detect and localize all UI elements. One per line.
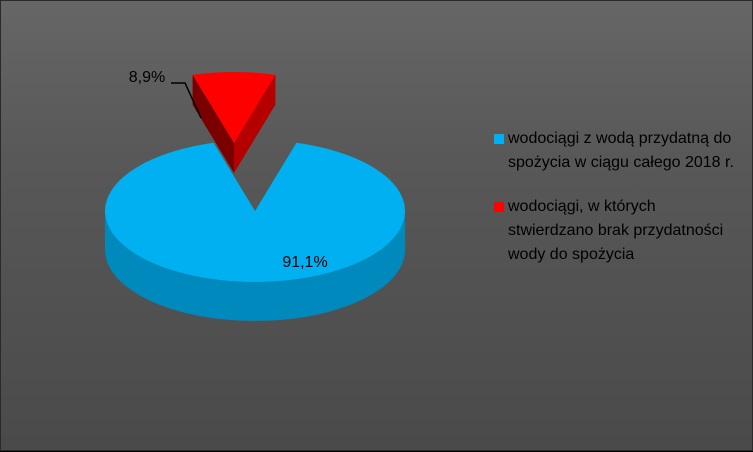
slice-cut-face-red <box>234 74 276 173</box>
legend-swatch <box>494 134 504 144</box>
leader-line <box>171 82 202 119</box>
legend-label: wodociągi, w których stwierdzano brak pr… <box>508 198 724 263</box>
pie-slice-8-9 <box>192 72 276 143</box>
slice-rim-blue <box>105 211 405 321</box>
slice-cut-face-red <box>192 74 234 173</box>
legend-swatch <box>494 202 504 212</box>
data-label-91-1: 91,1% <box>282 254 327 271</box>
data-label-8-9: 8,9% <box>129 69 165 86</box>
legend-item: wodociągi, w których stwierdzano brak pr… <box>494 195 744 267</box>
legend-label: wodociągi z wodą przydatną do spożycia w… <box>508 130 734 171</box>
legend-item: wodociągi z wodą przydatną do spożycia w… <box>494 127 744 175</box>
slice-side-red <box>192 74 276 173</box>
pie-slice-91-1 <box>105 142 406 283</box>
legend: wodociągi z wodą przydatną do spożycia w… <box>494 127 744 287</box>
